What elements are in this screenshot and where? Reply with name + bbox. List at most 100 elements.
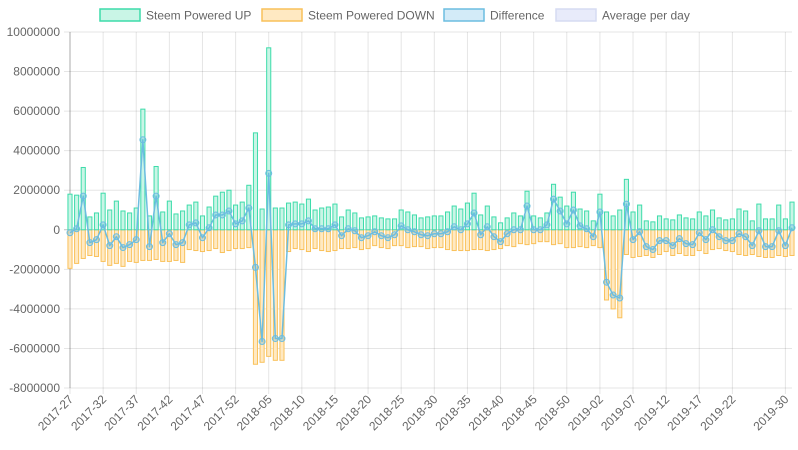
x-tick-label: 2017-37: [101, 392, 142, 433]
legend-item: Steem Powered DOWN: [261, 8, 435, 23]
difference-point: [318, 225, 326, 233]
bar-up: [418, 217, 424, 231]
difference-point: [218, 211, 226, 219]
difference-point: [728, 237, 736, 245]
bar-up: [206, 206, 212, 231]
x-tick-label: 2017-52: [201, 392, 242, 433]
legend-swatch: [261, 8, 303, 22]
difference-point: [66, 229, 74, 237]
bar-down: [292, 229, 298, 250]
difference-point: [397, 222, 405, 230]
legend-swatch: [99, 8, 141, 22]
difference-point: [768, 243, 776, 251]
difference-point: [516, 226, 524, 234]
bar-up: [233, 204, 239, 231]
y-tick-label: 10000000: [7, 25, 61, 39]
bar-up: [643, 220, 649, 231]
difference-point: [477, 231, 485, 239]
y-tick-label: 2000000: [13, 183, 60, 197]
x-tick-label: 2018-40: [466, 392, 507, 433]
bar-up: [491, 216, 497, 231]
difference-point: [258, 338, 266, 346]
bar-up: [497, 222, 504, 231]
bar-up: [663, 218, 669, 231]
x-axis: 2017-272017-322017-372017-422017-472017-…: [35, 392, 792, 433]
x-tick-label: 2018-35: [433, 392, 474, 433]
bar-up: [100, 192, 106, 231]
difference-point: [755, 227, 763, 235]
bar-up: [603, 211, 610, 231]
difference-point: [629, 236, 637, 244]
difference-point: [198, 234, 206, 242]
bar-down: [524, 229, 530, 246]
difference-point: [298, 220, 306, 228]
difference-point: [338, 232, 346, 240]
bar-up: [127, 212, 133, 231]
x-tick-label: 2019-30: [750, 392, 791, 433]
bar-down: [219, 229, 225, 254]
series-steem-powered-down: [67, 229, 795, 365]
difference-point: [722, 237, 730, 245]
difference-point: [788, 224, 796, 232]
bar-up: [173, 213, 179, 231]
bar-down: [266, 229, 272, 357]
difference-point: [344, 225, 352, 233]
difference-point: [742, 233, 750, 241]
legend: Steem Powered UP Steem Powered DOWN Differ…: [99, 8, 690, 23]
difference-point: [503, 230, 511, 238]
x-tick-label: 2019-07: [598, 392, 639, 433]
bar-down: [186, 229, 192, 251]
bar-down: [557, 229, 563, 245]
bar-up: [74, 194, 80, 231]
difference-point: [278, 335, 286, 343]
difference-point: [510, 226, 518, 234]
difference-point: [391, 231, 399, 239]
difference-point: [689, 241, 697, 249]
difference-point: [709, 226, 717, 234]
difference-point: [609, 291, 617, 299]
bar-down: [451, 229, 457, 252]
difference-point: [576, 222, 584, 230]
bar-up: [378, 217, 384, 231]
difference-point: [702, 236, 710, 244]
bar-up: [272, 207, 278, 231]
difference-point: [324, 225, 332, 233]
difference-point: [304, 217, 312, 225]
bar-up: [729, 218, 735, 231]
bar-up: [319, 207, 325, 231]
difference-point: [172, 241, 180, 249]
bar-down: [153, 229, 159, 260]
difference-point: [457, 226, 465, 234]
difference-point: [543, 221, 551, 229]
bar-up: [339, 216, 345, 231]
difference-point: [192, 219, 200, 227]
difference-point: [450, 223, 458, 231]
bar-down: [650, 229, 656, 258]
difference-point: [417, 231, 425, 239]
bar-up: [630, 211, 636, 231]
difference-point: [86, 239, 94, 247]
x-tick-label: 2018-45: [499, 392, 540, 433]
x-tick-label: 2017-47: [168, 392, 209, 433]
difference-point: [179, 239, 187, 247]
bar-up: [504, 217, 510, 231]
difference-point: [311, 225, 319, 233]
difference-point: [265, 169, 273, 177]
difference-point: [735, 230, 743, 238]
bar-up: [610, 215, 616, 231]
bar-down: [246, 229, 252, 249]
difference-point: [748, 242, 756, 250]
bar-up: [471, 192, 477, 231]
bar-up: [743, 210, 749, 231]
difference-point: [662, 237, 670, 245]
y-tick-label: 0: [53, 223, 60, 237]
difference-point: [152, 192, 160, 200]
legend-label: Difference: [490, 9, 545, 23]
legend-item: Difference: [443, 8, 545, 23]
bar-up: [266, 47, 272, 231]
bar-down: [305, 229, 312, 253]
difference-point: [589, 233, 597, 241]
difference-point: [603, 278, 611, 286]
bar-up: [392, 218, 398, 231]
